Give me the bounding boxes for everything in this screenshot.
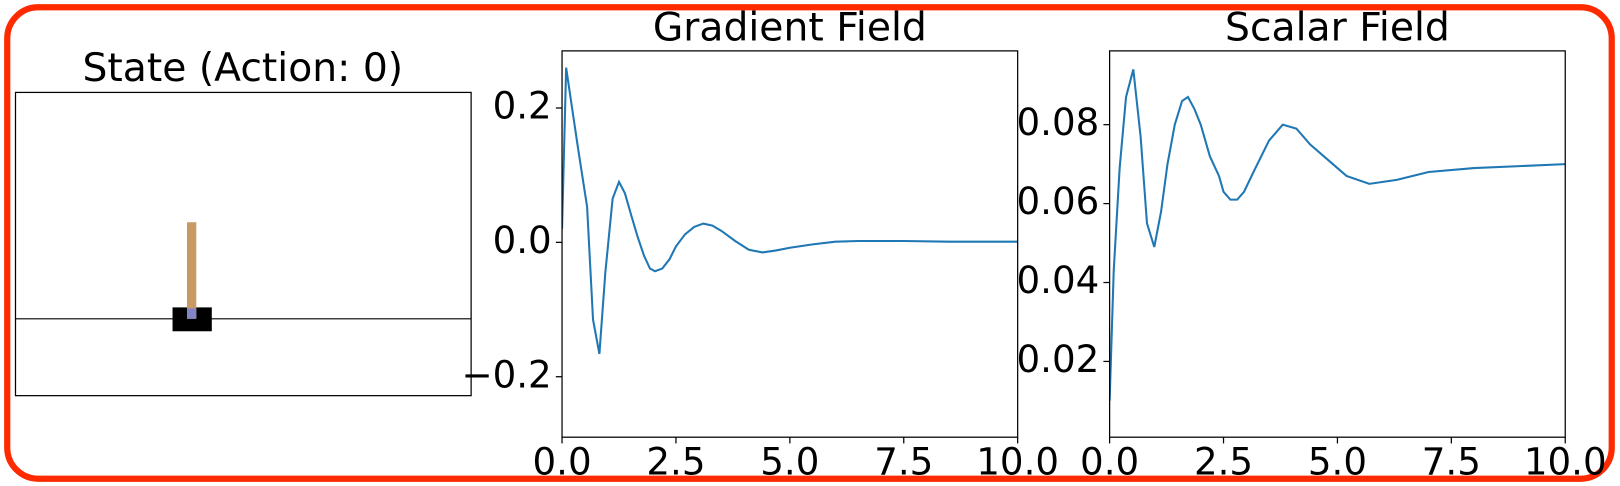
y-tick-label: 0.2 [493,83,552,127]
y-tick-label: 0.08 [1017,100,1100,144]
x-tick-label: 10.0 [1524,440,1607,484]
axle [187,308,197,319]
state-image [14,91,472,397]
x-tick-label: 7.5 [874,440,933,484]
data-line [1109,69,1566,401]
plot-area [1109,69,1566,401]
state-frame [14,91,472,397]
state-title: State (Action: 0) [82,45,403,91]
chart-panel: Gradient Field −0.2 0.0 0.2 0.0 2.5 5.0 7.5 10.0 [461,5,1059,484]
pole [187,222,197,319]
chart-title: Scalar Field [1225,5,1450,51]
x-tick-label: 5.0 [1308,440,1367,484]
y-tick-label: 0.0 [493,218,552,262]
chart-title: Gradient Field [653,5,927,51]
x-tick-label: 0.0 [1080,440,1139,484]
x-tick-label: 2.5 [646,440,705,484]
y-tick-label: 0.02 [1017,337,1100,381]
y-tick-label: 0.06 [1017,179,1100,223]
x-tick-label: 0.0 [532,440,591,484]
x-tick-label: 10.0 [976,440,1059,484]
cart [172,307,212,332]
y-tick-label: 0.04 [1017,258,1100,302]
data-line [562,67,1018,355]
plot-area [562,67,1018,355]
x-tick-label: 2.5 [1194,440,1253,484]
chart-panel: Scalar Field 0.02 0.04 0.06 0.08 0.0 2.5 5.0 7.5… [1017,5,1607,484]
x-tick-label: 5.0 [760,440,819,484]
x-tick-label: 7.5 [1422,440,1481,484]
y-tick-label: −0.2 [461,352,551,396]
